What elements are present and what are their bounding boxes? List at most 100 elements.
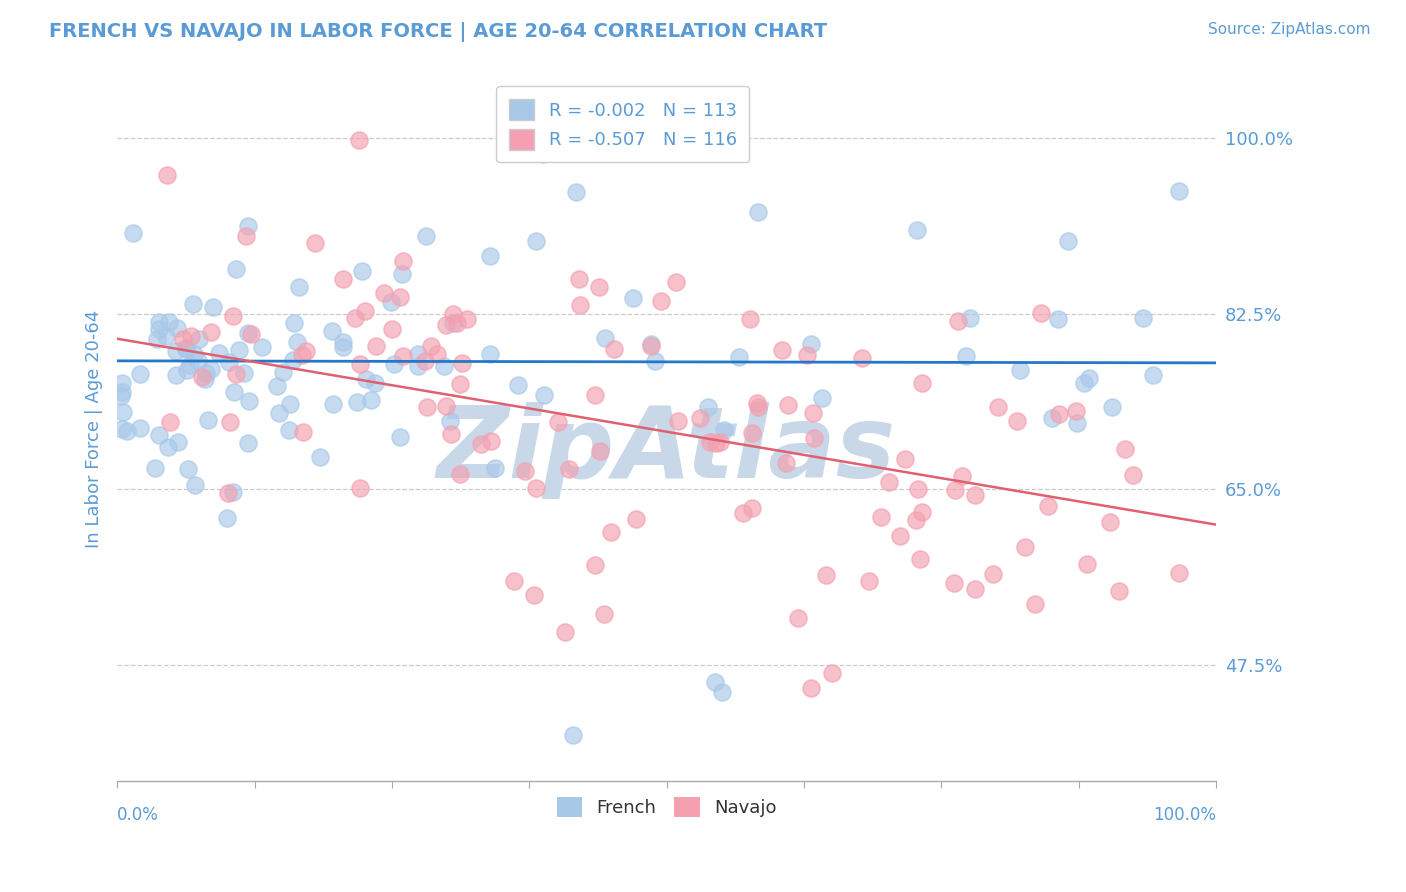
Point <box>800 337 823 351</box>
Point <box>439 415 461 429</box>
Point <box>905 222 928 236</box>
Point <box>165 343 187 358</box>
Point <box>479 347 502 361</box>
Point <box>959 311 981 326</box>
Point <box>950 469 973 483</box>
Point <box>416 400 439 414</box>
Point <box>904 513 927 527</box>
Point <box>558 461 581 475</box>
Point <box>446 316 468 330</box>
Point <box>911 505 934 519</box>
Point <box>593 331 616 345</box>
Point <box>426 347 449 361</box>
Point <box>382 357 405 371</box>
Point <box>349 481 371 495</box>
Point <box>183 478 205 492</box>
Point <box>728 351 751 365</box>
Point <box>179 359 201 373</box>
Point <box>1142 368 1164 382</box>
Point <box>711 685 734 699</box>
Point <box>911 376 934 390</box>
Point <box>332 340 354 354</box>
Point <box>235 228 257 243</box>
Point <box>1010 363 1032 377</box>
Point <box>180 329 202 343</box>
Point <box>267 406 290 420</box>
Point <box>821 666 844 681</box>
Point <box>689 410 711 425</box>
Point <box>250 340 273 354</box>
Point <box>195 366 218 380</box>
Point <box>1046 312 1069 326</box>
Point <box>564 185 586 199</box>
Point <box>1024 597 1046 611</box>
Point <box>1047 408 1070 422</box>
Point <box>228 343 250 357</box>
Point <box>955 350 977 364</box>
Point <box>434 399 457 413</box>
Point <box>349 357 371 371</box>
Point <box>408 359 430 373</box>
Point <box>200 325 222 339</box>
Point <box>225 367 247 381</box>
Point <box>547 415 569 429</box>
Point <box>354 372 377 386</box>
Point <box>524 234 547 248</box>
Point <box>360 392 382 407</box>
Point <box>208 346 231 360</box>
Point <box>479 434 502 448</box>
Point <box>449 377 471 392</box>
Point <box>200 362 222 376</box>
Point <box>524 481 547 495</box>
Point <box>217 486 239 500</box>
Point <box>502 574 524 589</box>
Point <box>741 500 763 515</box>
Point <box>433 359 456 373</box>
Point <box>236 326 259 340</box>
Point <box>291 348 314 362</box>
Point <box>569 298 592 312</box>
Point <box>271 366 294 380</box>
Point <box>1076 558 1098 572</box>
Point <box>187 332 209 346</box>
Point <box>650 293 672 308</box>
Y-axis label: In Labor Force | Age 20-64: In Labor Force | Age 20-64 <box>86 310 103 549</box>
Point <box>238 435 260 450</box>
Point <box>413 353 436 368</box>
Point <box>381 321 404 335</box>
Point <box>531 146 554 161</box>
Point <box>747 205 769 219</box>
Point <box>981 567 1004 582</box>
Point <box>640 339 662 353</box>
Point <box>266 378 288 392</box>
Point <box>388 290 411 304</box>
Point <box>174 342 197 356</box>
Point <box>877 475 900 489</box>
Point <box>380 294 402 309</box>
Point <box>600 525 623 540</box>
Point <box>183 347 205 361</box>
Text: ZipAtlas: ZipAtlas <box>437 401 897 499</box>
Point <box>583 558 606 572</box>
Point <box>156 168 179 182</box>
Point <box>666 414 689 428</box>
Point <box>291 425 314 440</box>
Point <box>733 506 755 520</box>
Point <box>364 376 387 391</box>
Point <box>111 422 134 436</box>
Point <box>343 311 366 326</box>
Point <box>1078 370 1101 384</box>
Point <box>366 339 388 353</box>
Point <box>583 387 606 401</box>
Point <box>148 315 170 329</box>
Point <box>533 388 555 402</box>
Point <box>155 329 177 343</box>
Point <box>434 318 457 332</box>
Point <box>506 377 529 392</box>
Point <box>110 388 132 402</box>
Point <box>148 322 170 336</box>
Point <box>1029 306 1052 320</box>
Point <box>815 568 838 582</box>
Point <box>907 482 929 496</box>
Point <box>741 425 763 440</box>
